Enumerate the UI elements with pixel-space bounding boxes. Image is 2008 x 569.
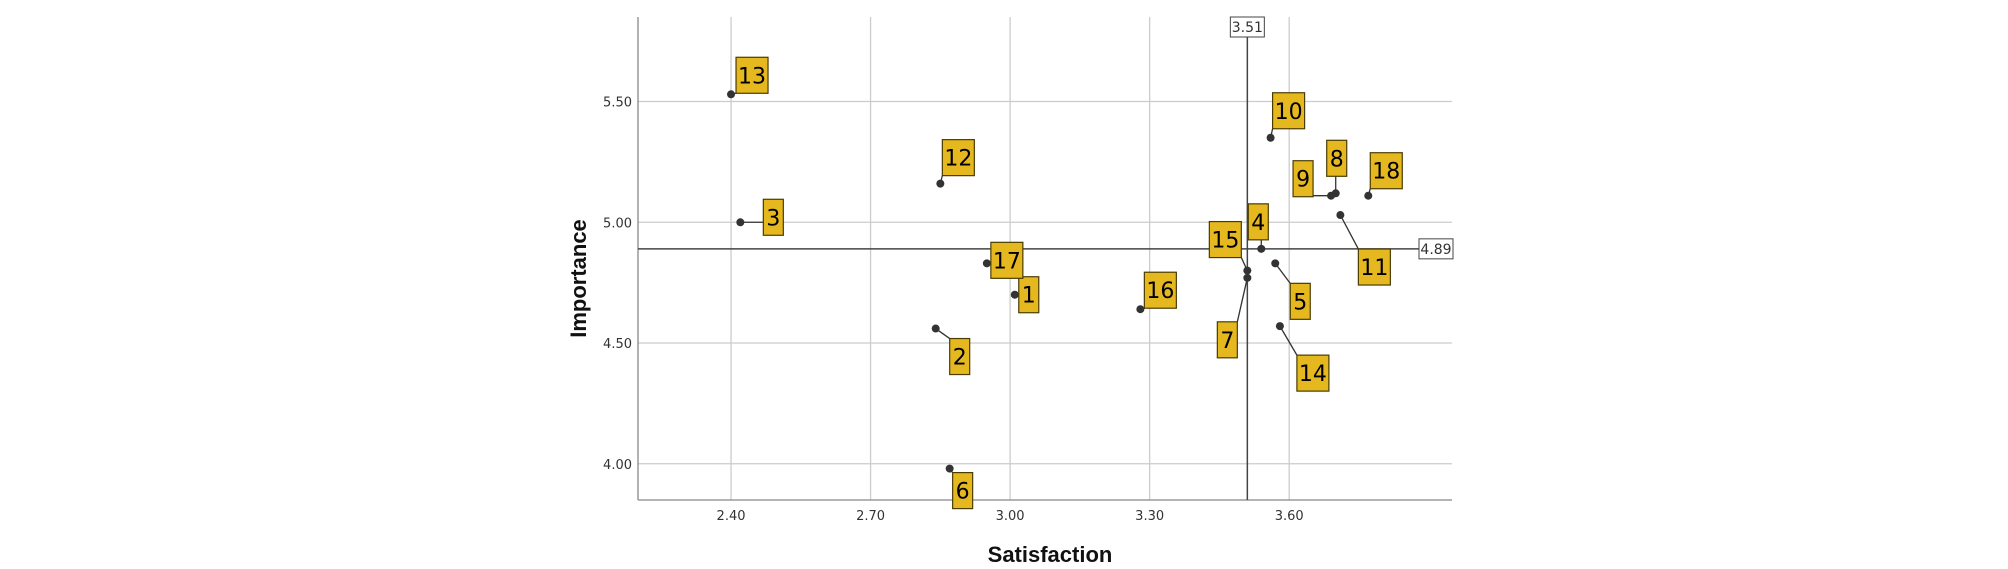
data-point-15 (1243, 266, 1252, 275)
point-label-11: 11 (1360, 256, 1388, 281)
data-point-2 (931, 324, 940, 333)
y-tick-label: 4.00 (603, 458, 632, 473)
x-reference-label-box (1229, 16, 1265, 38)
x-tick-label: 2.70 (856, 509, 885, 524)
leader-line-14 (1279, 325, 1298, 356)
x-tick-label: 2.40 (717, 509, 746, 524)
data-point-10 (1266, 133, 1275, 142)
y-tick-label: 5.50 (603, 96, 632, 111)
leader-line-7 (1236, 277, 1248, 322)
point-label-box-14 (1296, 354, 1330, 392)
data-point-16 (1136, 305, 1145, 314)
point-label-14: 14 (1299, 362, 1327, 387)
point-label-box-11 (1357, 248, 1391, 286)
y-reference-label: 4.89 (1420, 242, 1451, 258)
point-label-box-16 (1143, 271, 1177, 309)
tick-labels: 2.40 2.70 3.00 3.30 3.60 4.00 4.50 5.00 5.50 (603, 96, 1304, 524)
point-label-17: 17 (993, 249, 1021, 274)
point-label-8: 8 (1330, 147, 1344, 172)
point-label-box-17 (990, 241, 1024, 279)
axes (637, 17, 1452, 501)
data-point-6 (945, 464, 954, 473)
point-label-5: 5 (1293, 290, 1307, 315)
y-tick-label: 4.50 (603, 337, 632, 352)
leader-line-5 (1274, 262, 1291, 284)
point-label-box-1 (1018, 276, 1040, 314)
point-label-7: 7 (1220, 329, 1234, 354)
point-label-10: 10 (1275, 100, 1303, 125)
point-label-box-5 (1289, 282, 1311, 320)
x-axis-title: Satisfaction (988, 542, 1113, 567)
point-label-box-6 (952, 472, 974, 510)
point-label-box-7 (1216, 321, 1238, 359)
x-tick-label: 3.30 (1135, 509, 1164, 524)
point-label-box-8 (1326, 139, 1348, 177)
point-label-2: 2 (953, 346, 967, 371)
data-point-17 (982, 259, 991, 268)
point-label-box-3 (762, 198, 784, 236)
point-label-4: 4 (1251, 211, 1265, 236)
y-tick-label: 5.00 (603, 216, 632, 231)
leader-line-11 (1339, 214, 1359, 250)
data-point-1 (1010, 290, 1019, 299)
data-points (727, 90, 1373, 473)
data-point-18 (1364, 191, 1373, 200)
data-point-13 (727, 90, 736, 99)
x-reference-label: 3.51 (1232, 20, 1263, 36)
point-label-box-4 (1247, 203, 1269, 241)
x-tick-label: 3.60 (1275, 509, 1304, 524)
reference-lines: 3.51 4.89 (638, 16, 1454, 500)
point-label-9: 9 (1296, 168, 1310, 193)
point-label-box-9 (1292, 160, 1314, 198)
point-label-12: 12 (944, 147, 972, 172)
data-point-11 (1336, 211, 1345, 220)
data-point-3 (736, 218, 745, 227)
point-label-box-15 (1208, 220, 1242, 259)
point-label-box-13 (735, 56, 769, 94)
point-label-box-12 (941, 139, 975, 177)
data-point-7 (1243, 273, 1252, 282)
point-label-box-18 (1369, 152, 1403, 190)
data-point-5 (1271, 259, 1280, 268)
y-reference-label-box (1418, 238, 1454, 260)
x-tick-label: 3.00 (996, 509, 1025, 524)
data-point-14 (1275, 322, 1284, 331)
data-point-4 (1257, 244, 1266, 253)
grid-lines (638, 17, 1452, 500)
point-label-6: 6 (956, 480, 970, 505)
point-label-16: 16 (1146, 279, 1174, 304)
point-label-box-10 (1271, 92, 1306, 130)
point-label-13: 13 (738, 64, 766, 89)
label-leader-lines (730, 92, 1371, 473)
point-label-box-2 (949, 337, 971, 376)
point-label-18: 18 (1372, 160, 1400, 185)
data-point-9 (1327, 191, 1336, 200)
point-label-15: 15 (1211, 229, 1239, 254)
point-label-3: 3 (766, 206, 780, 231)
y-axis-title: Importance (566, 219, 591, 338)
point-label-1: 1 (1022, 284, 1036, 309)
data-point-12 (936, 179, 945, 188)
